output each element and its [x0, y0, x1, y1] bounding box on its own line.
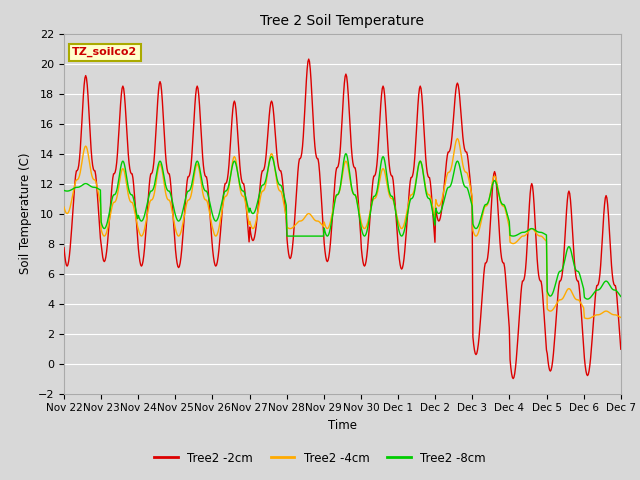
Tree2 -2cm — [184, 174, 192, 180]
Text: TZ_soilco2: TZ_soilco2 — [72, 47, 138, 58]
Tree2 -8cm — [127, 192, 135, 198]
Tree2 -2cm — [60, 245, 68, 251]
Tree2 -4cm — [584, 316, 591, 322]
Tree2 -8cm — [411, 187, 419, 193]
Tree2 -4cm — [454, 136, 461, 142]
Title: Tree 2 Soil Temperature: Tree 2 Soil Temperature — [260, 14, 424, 28]
Tree2 -8cm — [214, 216, 221, 222]
Tree2 -2cm — [305, 56, 312, 62]
Tree2 -4cm — [127, 199, 135, 205]
X-axis label: Time: Time — [328, 419, 357, 432]
Tree2 -2cm — [70, 191, 78, 196]
Tree2 -2cm — [617, 346, 625, 352]
Tree2 -2cm — [411, 154, 419, 160]
Tree2 -2cm — [509, 376, 517, 382]
Tree2 -4cm — [70, 185, 78, 191]
Line: Tree2 -4cm: Tree2 -4cm — [64, 139, 621, 319]
Tree2 -8cm — [60, 188, 68, 193]
Tree2 -2cm — [127, 171, 135, 177]
Y-axis label: Soil Temperature (C): Soil Temperature (C) — [19, 153, 32, 275]
Legend: Tree2 -2cm, Tree2 -4cm, Tree2 -8cm: Tree2 -2cm, Tree2 -4cm, Tree2 -8cm — [149, 447, 491, 469]
Tree2 -4cm — [214, 231, 221, 237]
Tree2 -2cm — [214, 259, 221, 265]
Tree2 -8cm — [342, 151, 349, 156]
Tree2 -4cm — [410, 188, 418, 193]
Line: Tree2 -2cm: Tree2 -2cm — [64, 59, 621, 379]
Tree2 -4cm — [60, 204, 68, 210]
Tree2 -4cm — [184, 197, 192, 203]
Tree2 -8cm — [617, 294, 625, 300]
Line: Tree2 -8cm: Tree2 -8cm — [64, 154, 621, 299]
Tree2 -8cm — [428, 201, 435, 206]
Tree2 -8cm — [584, 296, 591, 302]
Tree2 -8cm — [184, 188, 192, 194]
Tree2 -4cm — [617, 314, 625, 320]
Tree2 -4cm — [426, 193, 434, 199]
Tree2 -2cm — [428, 187, 435, 192]
Tree2 -8cm — [70, 185, 78, 191]
